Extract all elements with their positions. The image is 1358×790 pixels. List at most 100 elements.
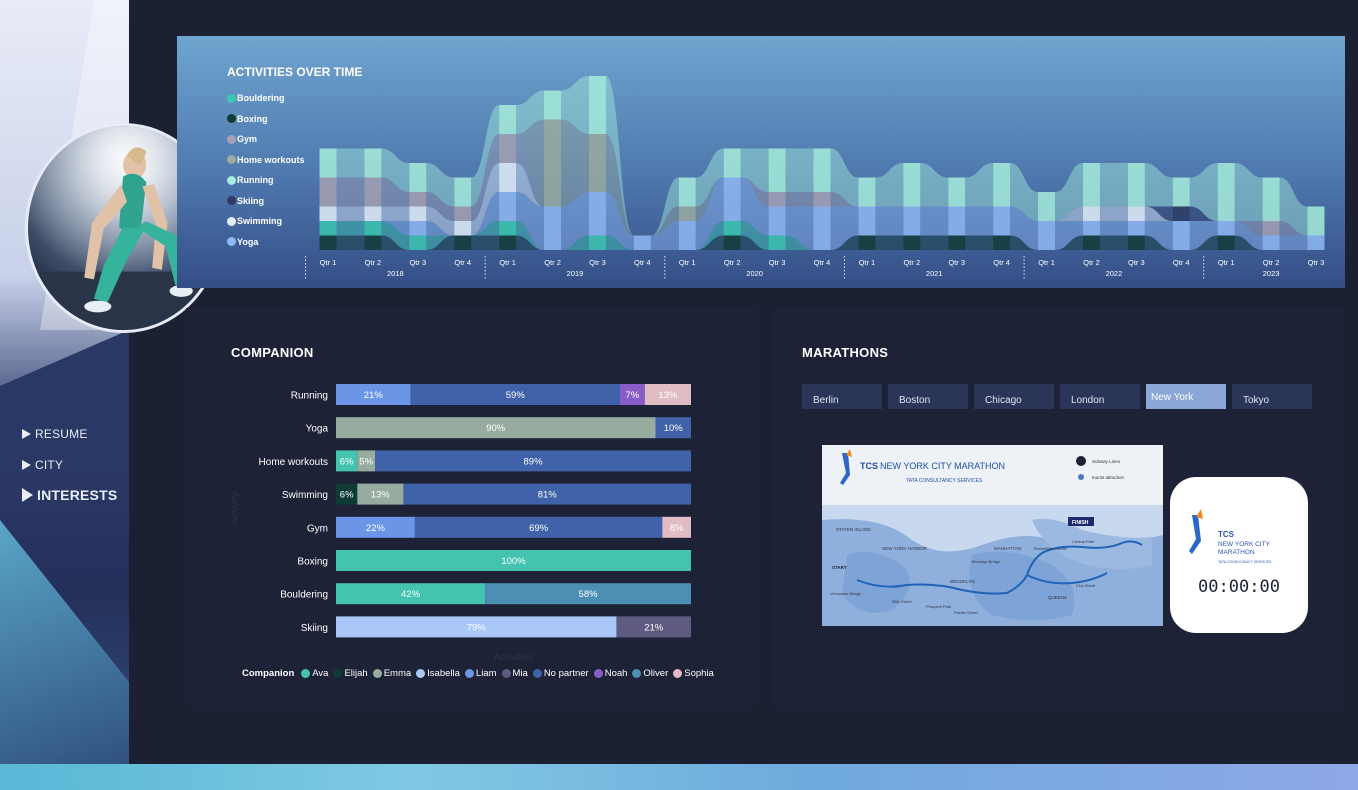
column-segment[interactable]: [948, 177, 966, 207]
bar-segment[interactable]: [336, 616, 617, 638]
column-segment[interactable]: [678, 177, 696, 207]
column-segment[interactable]: [813, 148, 831, 193]
column-segment[interactable]: [544, 119, 562, 207]
column-segment[interactable]: [1127, 206, 1145, 222]
bar-segment[interactable]: [375, 450, 691, 472]
column-segment[interactable]: [1307, 206, 1325, 236]
column-segment[interactable]: [903, 235, 921, 251]
legend-item[interactable]: Oliver: [632, 668, 668, 679]
bar-segment[interactable]: [662, 516, 691, 538]
legend-item[interactable]: Isabella: [416, 668, 460, 679]
bar-segment[interactable]: [616, 616, 691, 638]
column-segment[interactable]: [409, 163, 427, 192]
column-segment[interactable]: [319, 177, 337, 207]
legend-item[interactable]: Elijah: [333, 668, 368, 679]
column-segment[interactable]: [588, 134, 606, 192]
column-segment[interactable]: [813, 192, 831, 207]
column-segment[interactable]: [723, 235, 741, 251]
bar-segment[interactable]: [644, 384, 691, 405]
column-segment[interactable]: [364, 177, 382, 207]
legend-item[interactable]: Ava: [301, 668, 328, 679]
column-segment[interactable]: [1082, 163, 1100, 207]
column-segment[interactable]: [319, 148, 337, 178]
column-segment[interactable]: [1217, 221, 1235, 236]
column-segment[interactable]: [588, 192, 606, 236]
column-segment[interactable]: [948, 206, 966, 236]
column-segment[interactable]: [1172, 221, 1190, 250]
legend-item[interactable]: Mia: [501, 668, 528, 679]
legend-item[interactable]: Home workouts: [227, 150, 305, 171]
city-button-boston[interactable]: Boston: [888, 384, 968, 409]
column-segment[interactable]: [1172, 177, 1190, 207]
bar-segment[interactable]: [620, 384, 645, 405]
column-segment[interactable]: [588, 76, 606, 134]
legend-item[interactable]: Yoga: [227, 232, 305, 253]
city-button-chicago[interactable]: Chicago: [974, 384, 1054, 409]
legend-item[interactable]: Running: [227, 170, 305, 191]
legend-item[interactable]: Gym: [227, 129, 305, 150]
column-segment[interactable]: [454, 221, 472, 236]
bar-segment[interactable]: [357, 483, 404, 505]
column-segment[interactable]: [903, 206, 921, 236]
column-segment[interactable]: [409, 221, 427, 236]
legend-item[interactable]: Sophia: [673, 668, 714, 679]
column-segment[interactable]: [319, 235, 337, 251]
column-segment[interactable]: [1127, 221, 1145, 236]
column-segment[interactable]: [499, 221, 517, 236]
column-segment[interactable]: [948, 235, 966, 251]
column-segment[interactable]: [1217, 163, 1235, 221]
column-segment[interactable]: [1038, 221, 1056, 250]
column-segment[interactable]: [768, 206, 786, 236]
column-segment[interactable]: [588, 235, 606, 251]
legend-item[interactable]: Swimming: [227, 211, 305, 232]
column-segment[interactable]: [319, 221, 337, 236]
legend-item[interactable]: No partner: [532, 668, 589, 679]
column-segment[interactable]: [768, 148, 786, 193]
column-segment[interactable]: [1082, 221, 1100, 236]
bar-segment[interactable]: [336, 417, 656, 439]
column-segment[interactable]: [544, 206, 562, 251]
bar-segment[interactable]: [414, 516, 663, 538]
bar-segment[interactable]: [410, 384, 620, 405]
column-segment[interactable]: [858, 177, 876, 207]
column-segment[interactable]: [409, 192, 427, 207]
legend-item[interactable]: Skiing: [227, 191, 305, 212]
column-segment[interactable]: [1127, 163, 1145, 207]
city-button-tokyo[interactable]: Tokyo: [1232, 384, 1312, 409]
bar-segment[interactable]: [655, 417, 692, 439]
bar-segment[interactable]: [336, 450, 358, 472]
column-segment[interactable]: [1307, 235, 1325, 251]
nav-interests[interactable]: INTERESTS: [22, 487, 117, 503]
column-segment[interactable]: [1262, 177, 1280, 222]
city-button-berlin[interactable]: Berlin: [802, 384, 882, 409]
bar-segment[interactable]: [336, 483, 358, 505]
column-segment[interactable]: [364, 206, 382, 222]
legend-item[interactable]: Liam: [464, 668, 497, 679]
column-segment[interactable]: [768, 192, 786, 207]
legend-item[interactable]: Boxing: [227, 109, 305, 130]
column-segment[interactable]: [1082, 206, 1100, 222]
column-segment[interactable]: [1127, 235, 1145, 251]
column-segment[interactable]: [364, 148, 382, 178]
column-segment[interactable]: [454, 177, 472, 207]
column-segment[interactable]: [993, 235, 1011, 251]
column-segment[interactable]: [903, 163, 921, 207]
column-segment[interactable]: [319, 206, 337, 222]
column-segment[interactable]: [409, 235, 427, 251]
column-segment[interactable]: [364, 221, 382, 236]
city-button-new-york[interactable]: New York: [1146, 384, 1226, 409]
bar-segment[interactable]: [336, 516, 415, 538]
column-segment[interactable]: [409, 206, 427, 222]
column-segment[interactable]: [723, 148, 741, 178]
column-segment[interactable]: [1082, 235, 1100, 251]
column-segment[interactable]: [723, 221, 741, 236]
column-segment[interactable]: [499, 134, 517, 163]
column-segment[interactable]: [1217, 235, 1235, 251]
column-segment[interactable]: [768, 235, 786, 251]
bar-segment[interactable]: [336, 384, 411, 405]
bar-segment[interactable]: [485, 583, 691, 605]
column-segment[interactable]: [858, 206, 876, 236]
column-segment[interactable]: [1262, 235, 1280, 251]
bar-segment[interactable]: [403, 483, 691, 505]
column-segment[interactable]: [454, 235, 472, 251]
